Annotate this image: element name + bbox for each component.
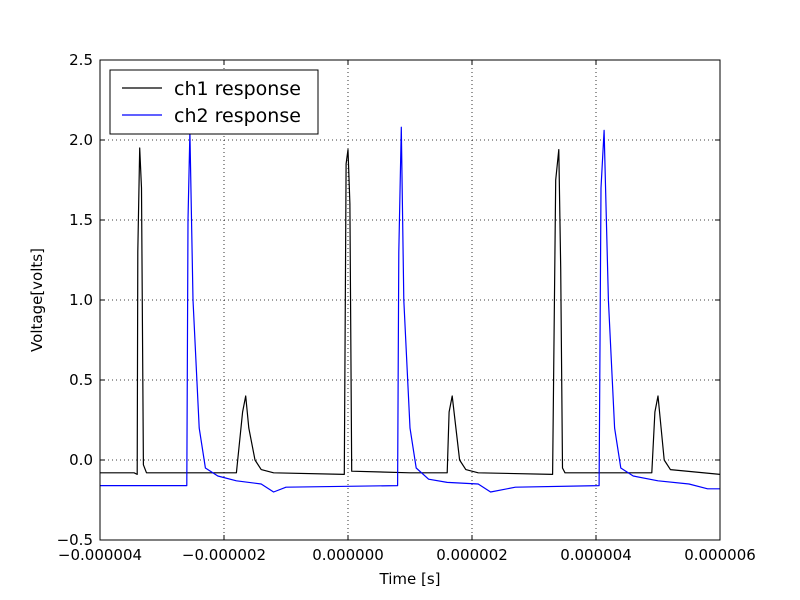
y-axis-label: Voltage[volts] [28,248,46,352]
x-tick-label: −0.000004 [58,546,142,564]
legend-label-ch2: ch2 response [174,105,301,127]
x-tick-label: 0.000000 [312,546,384,564]
y-tick-label: 1.5 [69,211,93,229]
y-tick-label: 1.0 [69,291,93,309]
series-layer [100,126,721,493]
x-axis-label: Time [s] [379,570,441,588]
legend-box [109,69,319,135]
y-tick-label: 0.0 [69,451,93,469]
legend: ch1 response ch2 response [109,69,319,135]
y-tick-label: 2.5 [69,51,93,69]
series-line-ch1 [100,147,721,475]
y-tick-label: 0.5 [69,371,93,389]
y-tick-label: −0.5 [57,531,93,549]
series-line-ch2 [100,126,720,493]
y-tick-label: 2.0 [69,131,93,149]
x-tick-label: 0.000006 [684,546,756,564]
x-tick-label: 0.000002 [436,546,508,564]
grid [100,60,720,540]
legend-label-ch1: ch1 response [174,78,301,100]
x-tick-label: 0.000004 [560,546,632,564]
ticks: −0.000004 −0.000002 0.000000 0.000002 0.0000… [57,51,756,564]
x-tick-label: −0.000002 [182,546,266,564]
